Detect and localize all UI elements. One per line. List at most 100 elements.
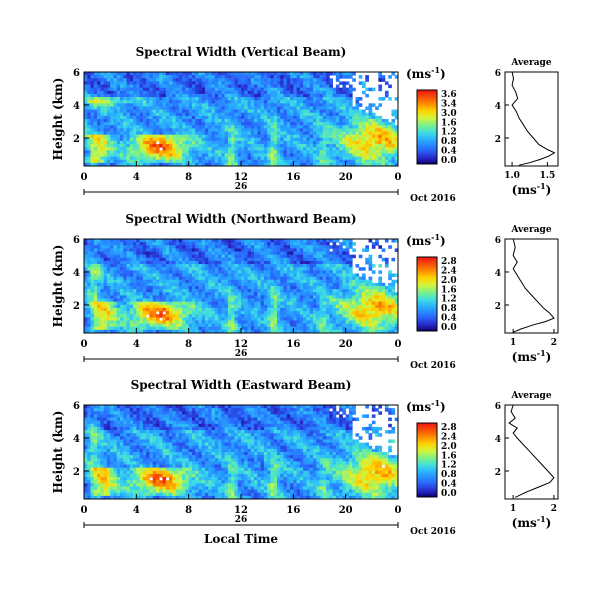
heatmap-cell bbox=[326, 100, 330, 104]
heatmap-cell bbox=[276, 260, 281, 265]
heatmap-cell bbox=[247, 239, 252, 243]
heatmap-cell bbox=[191, 122, 196, 126]
heatmap-cell bbox=[84, 75, 88, 79]
heatmap-cell bbox=[312, 245, 317, 249]
heatmap-cell bbox=[250, 257, 255, 262]
heatmap-cell bbox=[110, 137, 114, 142]
heatmap-cell bbox=[296, 251, 301, 256]
heatmap-cell bbox=[188, 87, 193, 92]
heatmap-cell bbox=[103, 115, 108, 120]
heatmap-cell bbox=[250, 279, 255, 284]
heatmap-cell bbox=[290, 267, 294, 271]
heatmap-cell bbox=[84, 254, 88, 259]
heatmap-cell bbox=[146, 97, 150, 101]
heatmap-cell bbox=[93, 248, 98, 252]
heatmap-cell bbox=[267, 239, 271, 243]
heatmap-cell bbox=[175, 270, 180, 274]
heatmap-cell bbox=[142, 72, 147, 76]
colorbar-swatch bbox=[417, 110, 437, 113]
heatmap-cell bbox=[218, 122, 222, 126]
heatmap-cell bbox=[169, 159, 173, 164]
heatmap-cell bbox=[195, 273, 199, 277]
heatmap-cell bbox=[221, 311, 226, 315]
heatmap-cell bbox=[250, 292, 255, 296]
heatmap-cell bbox=[142, 286, 147, 290]
heatmap-cell bbox=[142, 162, 147, 167]
heatmap-cell bbox=[326, 273, 330, 277]
heatmap-cell bbox=[106, 162, 111, 167]
heatmap-cell bbox=[241, 239, 245, 243]
heatmap-cell bbox=[159, 131, 163, 136]
heatmap-cell bbox=[260, 81, 265, 85]
heatmap-cell bbox=[326, 242, 330, 246]
heatmap-cell bbox=[178, 125, 183, 129]
colorbar-swatch bbox=[417, 104, 437, 108]
heatmap-cell bbox=[116, 239, 121, 243]
heatmap-cell bbox=[257, 87, 262, 92]
heatmap-cell bbox=[319, 264, 324, 268]
heatmap-cell bbox=[198, 260, 203, 265]
heatmap-cell bbox=[195, 125, 199, 129]
heatmap-cell bbox=[155, 147, 160, 151]
heatmap-cell bbox=[195, 279, 199, 284]
heatmap-cell bbox=[133, 115, 137, 120]
heatmap-cell bbox=[178, 81, 183, 85]
heatmap-cell bbox=[162, 115, 167, 120]
heatmap-cell bbox=[119, 140, 124, 145]
heatmap-cell bbox=[267, 128, 271, 132]
heatmap-cell bbox=[113, 267, 118, 271]
heatmap-cell bbox=[263, 311, 268, 315]
heatmap-cell bbox=[257, 304, 262, 309]
heatmap-cell bbox=[257, 115, 262, 120]
heatmap-cell bbox=[270, 162, 275, 167]
heatmap-cell bbox=[293, 103, 297, 107]
heatmap-cell bbox=[342, 292, 347, 296]
heatmap-cell bbox=[218, 150, 222, 154]
heatmap-cell bbox=[296, 286, 301, 290]
heatmap-cell bbox=[110, 307, 114, 312]
heatmap-cell bbox=[381, 150, 386, 154]
heatmap-cell bbox=[152, 147, 157, 151]
heatmap-cell bbox=[326, 254, 330, 259]
heatmap-cell bbox=[201, 289, 206, 293]
heatmap-cell bbox=[139, 93, 144, 98]
heatmap-cell bbox=[129, 311, 134, 315]
heatmap-cell bbox=[299, 93, 304, 98]
heatmap-cell bbox=[93, 311, 98, 315]
heatmap-cell bbox=[342, 242, 347, 246]
heatmap-cell bbox=[231, 90, 235, 95]
heatmap-cell bbox=[146, 257, 150, 262]
heatmap-cell bbox=[195, 298, 199, 303]
heatmap-cell bbox=[172, 307, 176, 312]
heatmap-cell bbox=[276, 311, 281, 315]
heatmap-cell bbox=[335, 97, 340, 101]
heatmap-cell bbox=[384, 150, 389, 154]
heatmap-cell bbox=[394, 298, 399, 303]
heatmap-cell bbox=[106, 279, 111, 284]
heatmap-cell bbox=[322, 153, 327, 157]
heatmap-cell bbox=[260, 273, 265, 277]
heatmap-cell bbox=[139, 84, 144, 89]
heatmap-cell bbox=[299, 282, 304, 287]
heatmap-cell bbox=[362, 307, 366, 312]
heatmap-cell bbox=[191, 134, 196, 139]
heatmap-cell bbox=[195, 93, 199, 98]
heatmap-cell bbox=[345, 125, 350, 129]
heatmap-cell bbox=[391, 307, 396, 312]
heatmap-cell bbox=[103, 103, 108, 107]
heatmap-cell bbox=[87, 286, 91, 290]
heatmap-cell bbox=[237, 286, 242, 290]
heatmap-cell bbox=[244, 304, 248, 309]
heatmap-cell bbox=[119, 289, 124, 293]
heatmap-cell bbox=[254, 112, 258, 117]
heatmap-cell bbox=[316, 84, 320, 89]
heatmap-cell bbox=[329, 87, 333, 92]
heatmap-cell bbox=[103, 276, 108, 281]
heatmap-cell bbox=[276, 279, 281, 284]
heatmap-cell bbox=[195, 87, 199, 92]
heatmap-cell bbox=[211, 87, 216, 92]
heatmap-cell bbox=[87, 100, 91, 104]
heatmap-cell bbox=[394, 153, 399, 157]
heatmap-cell bbox=[234, 307, 239, 312]
heatmap-cell bbox=[116, 93, 121, 98]
